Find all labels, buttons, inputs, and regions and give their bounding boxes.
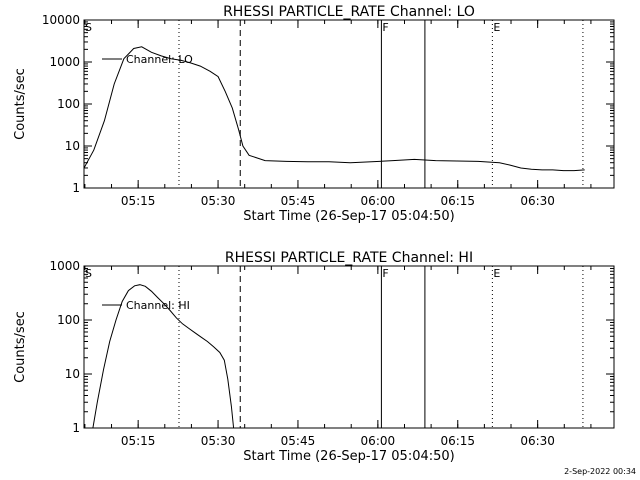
chart-panel-hi: 1 10 100 1000 05:15 05:30 05:45 06:00 06:15 06:30…: [13, 250, 615, 464]
x-tick-label: 06:15: [440, 434, 475, 448]
legend-label: Channel: HI: [126, 299, 190, 312]
chart-panel-lo: 1 10 100 1000 10000 05:15 05:30 05:45 06:00 06:15…: [13, 4, 615, 224]
x-axis-label: Start Time (26-Sep-17 05:04:50): [243, 209, 454, 224]
x-axis-label: Start Time (26-Sep-17 05:04:50): [243, 449, 454, 464]
y-tick-label: 10: [65, 139, 80, 153]
y-axis-label: Counts/sec: [13, 311, 28, 383]
y-tick-label: 1: [72, 421, 80, 435]
y-tick-label: 1000: [49, 259, 80, 273]
y-tick-label: 1: [72, 181, 80, 195]
x-tick-label: 05:30: [201, 194, 236, 208]
x-tick-label: 05:45: [281, 194, 316, 208]
y-tick-label: 100: [57, 313, 80, 327]
marker-label: S: [85, 267, 92, 280]
marker-label: F: [382, 267, 388, 280]
x-tick-label: 06:15: [440, 194, 475, 208]
y-axis-label: Counts/sec: [13, 68, 28, 140]
y-tick-label: 100: [57, 97, 80, 111]
x-tick-label: 06:00: [361, 194, 396, 208]
footer-timestamp: 2-Sep-2022 00:34: [564, 467, 636, 476]
x-tick-label: 05:15: [121, 434, 156, 448]
x-tick-label: 05:45: [281, 434, 316, 448]
x-tick-label: 06:00: [361, 434, 396, 448]
plot-frame: [83, 265, 615, 429]
series-line-hi: [92, 284, 235, 428]
series-line-lo: [84, 46, 585, 172]
y-tick-label: 1000: [49, 55, 80, 69]
x-tick-label: 05:15: [121, 194, 156, 208]
marker-label: E: [493, 267, 500, 280]
marker-label: E: [493, 21, 500, 34]
x-tick-label: 06:30: [520, 194, 555, 208]
legend-label: Channel: LO: [126, 53, 193, 66]
chart-title: RHESSI PARTICLE_RATE Channel: LO: [223, 4, 475, 20]
marker-label: F: [382, 21, 388, 34]
x-tick-label: 06:30: [520, 434, 555, 448]
x-tick-label: 05:30: [201, 434, 236, 448]
y-tick-label: 10000: [42, 13, 80, 27]
y-tick-label: 10: [65, 367, 80, 381]
marker-label: S: [85, 21, 92, 34]
chart-title: RHESSI PARTICLE_RATE Channel: HI: [225, 250, 473, 266]
